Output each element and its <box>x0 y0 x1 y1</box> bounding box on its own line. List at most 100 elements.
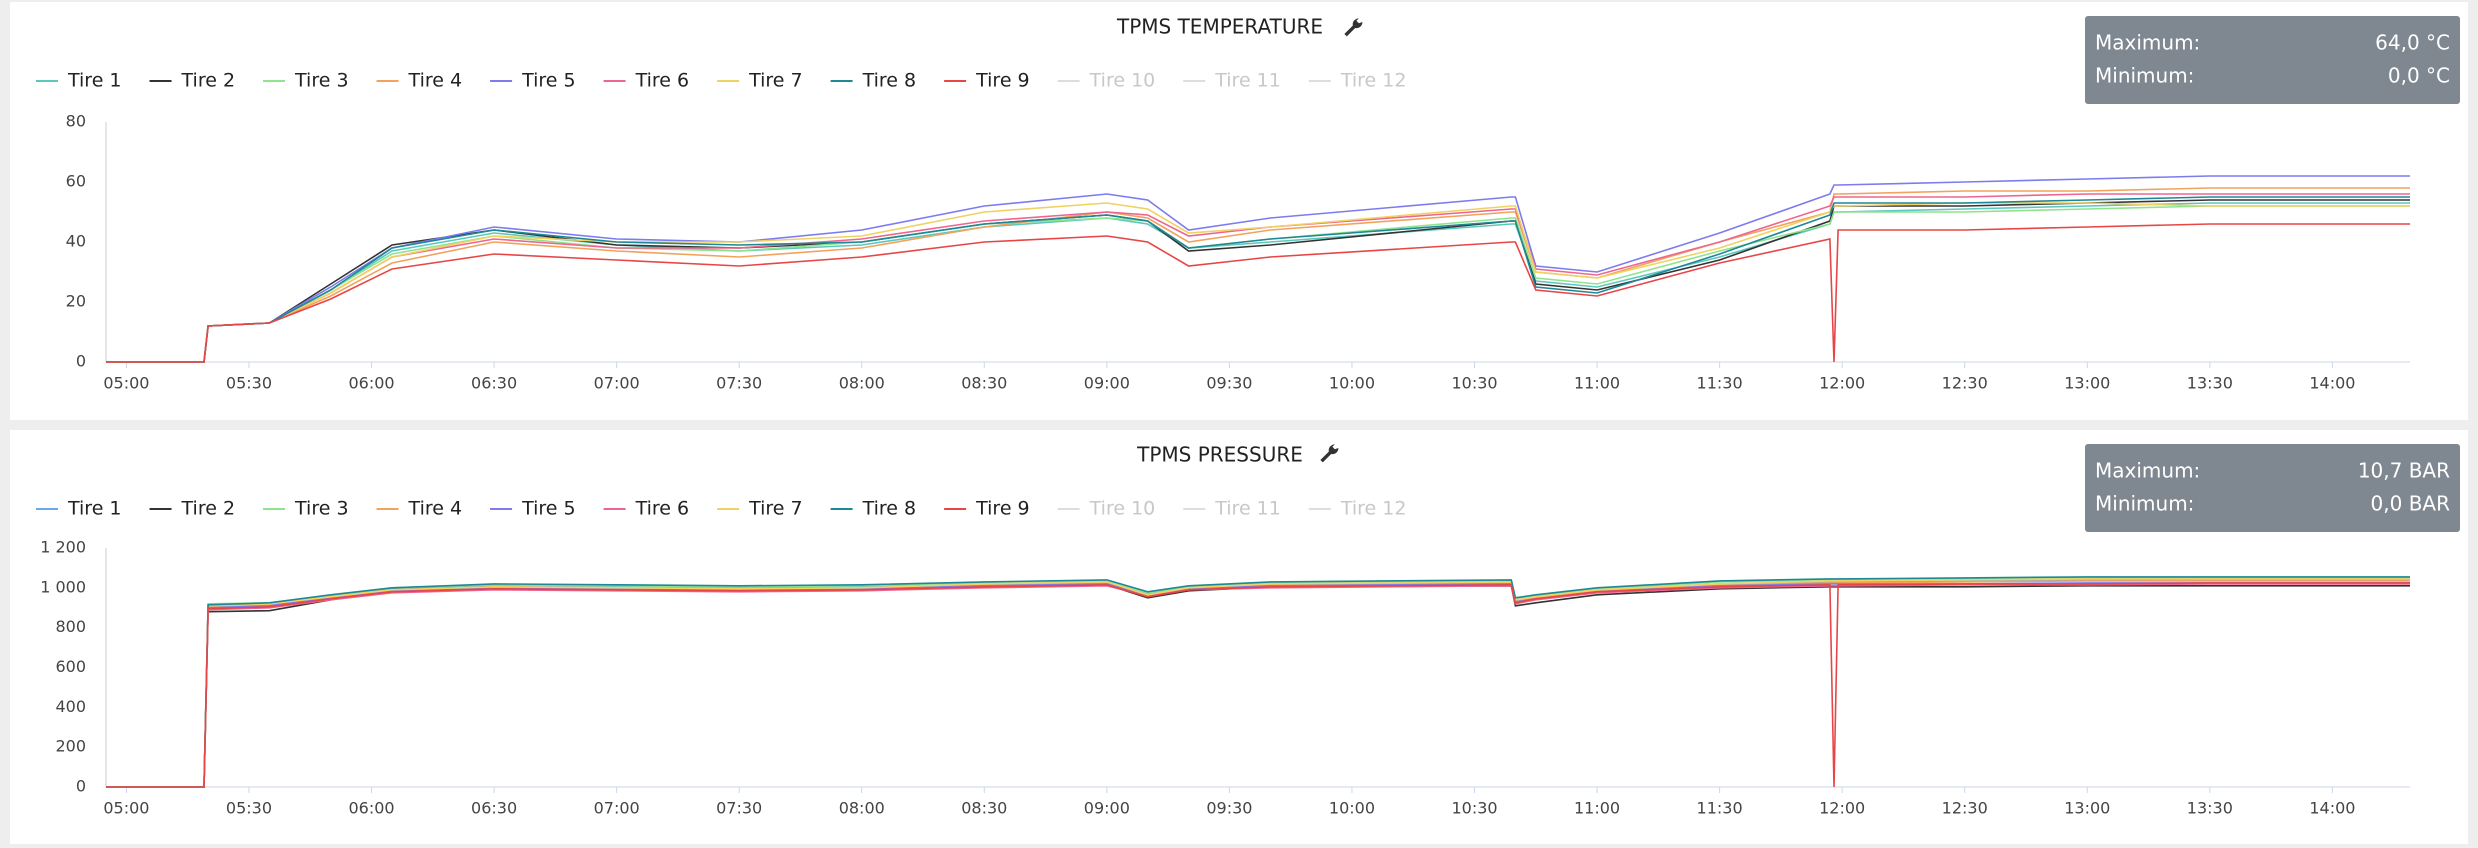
y-tick-label: 60 <box>66 172 86 191</box>
legend-label[interactable]: Tire 12 <box>1340 70 1407 92</box>
series-line <box>106 196 2410 363</box>
series-line <box>106 223 2410 363</box>
legend-label[interactable]: Tire 4 <box>408 498 463 520</box>
x-tick-label: 10:00 <box>1329 374 1375 393</box>
y-tick-label: 0 <box>76 352 86 371</box>
legend-label[interactable]: Tire 11 <box>1214 498 1281 520</box>
x-tick-label: 08:30 <box>961 374 1007 393</box>
legend-label[interactable]: Tire 5 <box>521 70 576 92</box>
stat-value: 0,0 °C <box>2388 64 2450 88</box>
legend-label[interactable]: Tire 12 <box>1340 498 1407 520</box>
legend-label[interactable]: Tire 2 <box>181 70 236 92</box>
x-tick-label: 13:00 <box>2064 374 2110 393</box>
stats-box <box>2085 444 2460 532</box>
x-tick-label: 07:30 <box>716 799 762 818</box>
x-tick-label: 11:30 <box>1697 799 1743 818</box>
x-tick-label: 10:30 <box>1451 374 1497 393</box>
legend-label[interactable]: Tire 10 <box>1089 70 1156 92</box>
x-tick-label: 10:00 <box>1329 799 1375 818</box>
y-tick-label: 800 <box>55 617 86 636</box>
x-tick-label: 12:00 <box>1819 799 1865 818</box>
stat-value: 0,0 BAR <box>2371 492 2451 516</box>
series-line <box>106 187 2410 363</box>
stat-label: Maximum: <box>2095 31 2200 55</box>
x-tick-label: 08:30 <box>961 799 1007 818</box>
y-tick-label: 0 <box>76 777 86 796</box>
wrench-icon[interactable] <box>1320 444 1339 463</box>
x-tick-label: 06:00 <box>348 799 394 818</box>
legend-label[interactable]: Tire 7 <box>748 70 803 92</box>
x-tick-label: 05:00 <box>103 799 149 818</box>
x-tick-label: 07:30 <box>716 374 762 393</box>
legend-label[interactable]: Tire 2 <box>181 498 236 520</box>
stat-value: 64,0 °C <box>2375 31 2450 55</box>
legend-label[interactable]: Tire 7 <box>748 498 803 520</box>
x-tick-label: 10:30 <box>1451 799 1497 818</box>
y-tick-label: 400 <box>55 697 86 716</box>
x-tick-label: 13:30 <box>2187 374 2233 393</box>
series-line <box>106 175 2410 363</box>
stat-value: 10,7 BAR <box>2358 459 2450 483</box>
series-line <box>106 578 2410 788</box>
y-tick-label: 40 <box>66 232 86 251</box>
x-tick-label: 13:30 <box>2187 799 2233 818</box>
y-tick-label: 80 <box>66 112 86 131</box>
y-tick-label: 20 <box>66 292 86 311</box>
panel <box>10 430 2468 844</box>
legend-label[interactable]: Tire 8 <box>862 498 917 520</box>
legend-label[interactable]: Tire 11 <box>1214 70 1281 92</box>
legend-label[interactable]: Tire 9 <box>975 498 1030 520</box>
x-tick-label: 05:30 <box>226 374 272 393</box>
x-tick-label: 13:00 <box>2064 799 2110 818</box>
series-line <box>106 582 2410 788</box>
y-tick-label: 600 <box>55 657 86 676</box>
x-tick-label: 09:00 <box>1084 374 1130 393</box>
x-tick-label: 07:00 <box>594 374 640 393</box>
x-tick-label: 06:30 <box>471 799 517 818</box>
y-tick-label: 1 000 <box>40 577 86 596</box>
legend-label[interactable]: Tire 10 <box>1089 498 1156 520</box>
x-tick-label: 09:30 <box>1206 799 1252 818</box>
y-tick-label: 1 200 <box>40 538 86 557</box>
x-tick-label: 05:00 <box>103 374 149 393</box>
stat-label: Minimum: <box>2095 492 2194 516</box>
x-tick-label: 11:00 <box>1574 799 1620 818</box>
legend-label[interactable]: Tire 9 <box>975 70 1030 92</box>
stats-box <box>2085 16 2460 104</box>
series-line <box>106 582 2410 788</box>
x-tick-label: 12:30 <box>1942 799 1988 818</box>
legend-label[interactable]: Tire 6 <box>635 70 690 92</box>
stat-label: Maximum: <box>2095 459 2200 483</box>
legend-label[interactable]: Tire 1 <box>67 498 122 520</box>
legend-label[interactable]: Tire 8 <box>862 70 917 92</box>
y-tick-label: 200 <box>55 737 86 756</box>
series-line <box>106 202 2410 363</box>
x-tick-label: 08:00 <box>839 374 885 393</box>
x-tick-label: 06:30 <box>471 374 517 393</box>
legend-label[interactable]: Tire 3 <box>294 70 349 92</box>
x-tick-label: 09:00 <box>1084 799 1130 818</box>
series-line <box>106 576 2410 788</box>
chart-title: TPMS PRESSURE <box>1136 443 1303 467</box>
x-tick-label: 11:30 <box>1697 374 1743 393</box>
x-tick-label: 09:30 <box>1206 374 1252 393</box>
x-tick-label: 12:30 <box>1942 374 1988 393</box>
legend-label[interactable]: Tire 4 <box>408 70 463 92</box>
x-tick-label: 14:00 <box>2309 374 2355 393</box>
legend-label[interactable]: Tire 6 <box>635 498 690 520</box>
stat-label: Minimum: <box>2095 64 2194 88</box>
x-tick-label: 06:00 <box>348 374 394 393</box>
legend-label[interactable]: Tire 1 <box>67 70 122 92</box>
legend-label[interactable]: Tire 3 <box>294 498 349 520</box>
chart-title: TPMS TEMPERATURE <box>1116 15 1323 39</box>
x-tick-label: 08:00 <box>839 799 885 818</box>
legend-label[interactable]: Tire 5 <box>521 498 576 520</box>
x-tick-label: 14:00 <box>2309 799 2355 818</box>
x-tick-label: 12:00 <box>1819 374 1865 393</box>
x-tick-label: 05:30 <box>226 799 272 818</box>
panel <box>10 2 2468 420</box>
wrench-icon[interactable] <box>1344 18 1363 37</box>
x-tick-label: 11:00 <box>1574 374 1620 393</box>
